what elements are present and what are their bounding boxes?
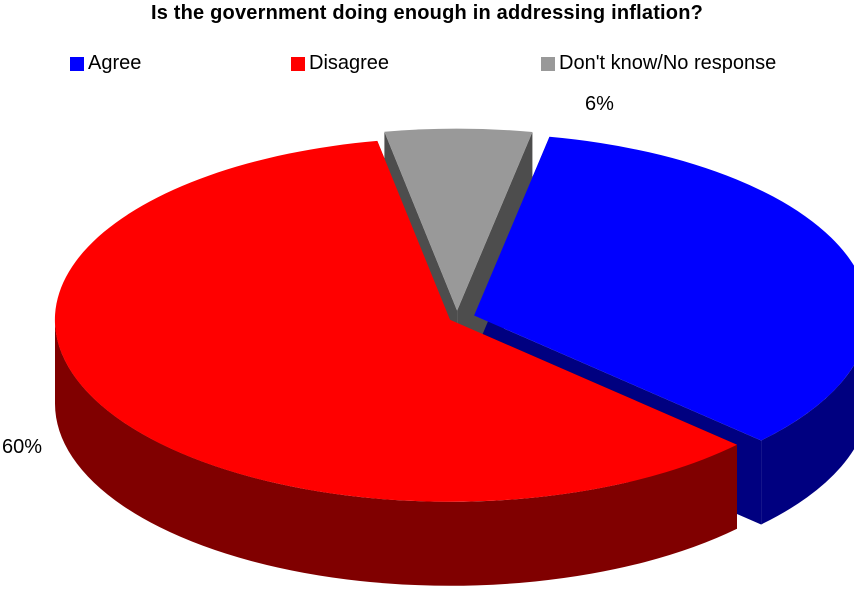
pie-wall-dont-know-1 xyxy=(457,132,533,395)
pie-slice-dont-know xyxy=(384,128,533,311)
legend-item-dont-know: Don't know/No response xyxy=(541,52,776,75)
legend-swatch-disagree xyxy=(291,56,305,71)
chart-title: Is the government doing enough in addres… xyxy=(150,2,704,24)
pie-side-agree xyxy=(761,365,854,525)
legend: Agree Disagree Don't know/No response xyxy=(0,52,854,78)
legend-swatch-agree xyxy=(70,56,84,71)
data-label-disagree: 60% xyxy=(2,436,43,458)
data-label-dont-know: 6% xyxy=(585,93,614,115)
legend-label-disagree: Disagree xyxy=(309,52,390,74)
legend-label-dont-know: Don't know/No response xyxy=(559,52,777,74)
pie-slice-disagree xyxy=(54,140,737,502)
legend-item-disagree: Disagree xyxy=(291,52,389,75)
pie-side-disagree xyxy=(55,319,737,586)
legend-swatch-dont-know xyxy=(541,56,555,71)
legend-item-agree: Agree xyxy=(70,52,141,75)
pie-slice-agree xyxy=(474,136,854,441)
legend-label-agree: Agree xyxy=(88,52,142,74)
